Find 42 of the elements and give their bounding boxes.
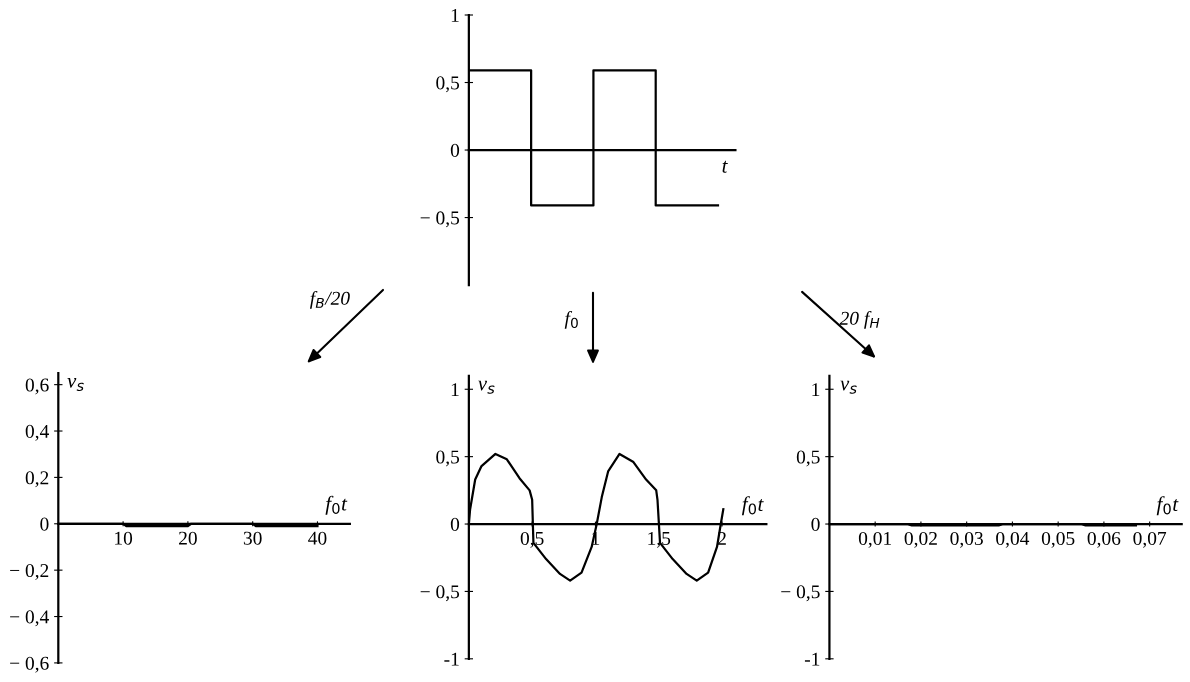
y-tick-label: -1	[804, 652, 820, 666]
y-axis-title: v$_{s}$	[840, 380, 857, 394]
y-tick-label: 0,2	[25, 471, 49, 488]
y-tick-label: 0	[40, 517, 49, 531]
y-tick-label: 0	[811, 517, 820, 531]
y-tick-label: 0,5	[796, 450, 820, 467]
y-tick-label: − 0,2	[10, 563, 49, 580]
y-tick-label: − 0,5	[420, 585, 460, 602]
y-axis-title: v$_{s}$	[67, 377, 84, 392]
x-axis-title: t	[722, 160, 728, 173]
x-axis-title: f$_{0}$t	[325, 495, 348, 515]
y-tick-label: 0,6	[25, 378, 49, 395]
text: 20 f$_{H}$	[839, 310, 880, 329]
y-tick-label: 1	[451, 8, 459, 22]
x-tick-label: 0,06	[1087, 531, 1121, 548]
x-tick-label: 40	[308, 531, 327, 545]
x-tick-label: 0,02	[904, 531, 937, 548]
x-tick-label: 10	[115, 531, 133, 545]
y-tick-label: 0	[450, 143, 460, 157]
x-axis-title: f$_{0}$t	[741, 496, 764, 516]
x-tick-label: 20	[179, 531, 197, 545]
y-tick-label: 0,4	[25, 424, 49, 441]
x-tick-label: 0,04	[996, 531, 1030, 548]
y-tick-label: 0,5	[436, 450, 460, 467]
x-axis-title: f$_{0}$t	[1156, 496, 1179, 516]
x-tick-label: 0,05	[1041, 531, 1075, 548]
y-tick-label: 0	[450, 517, 460, 531]
y-tick-label: 1	[451, 383, 459, 397]
y-axis-title: v$_{s}$	[478, 380, 495, 394]
text: f$_{B}$/20	[310, 290, 350, 309]
x-tick-label: 0,07	[1133, 531, 1167, 548]
y-tick-label: − 0,5	[420, 211, 460, 228]
x-tick-label: 30	[243, 531, 262, 545]
y-tick-label: − 0,4	[10, 610, 49, 627]
y-tick-label: − 0,6	[10, 656, 49, 673]
x-tick-label: 0,03	[950, 531, 983, 548]
text: f$_{0}$	[564, 310, 578, 329]
x-tick-label: 0,01	[858, 531, 892, 548]
y-tick-label: -1	[444, 652, 459, 666]
y-tick-label: 1	[812, 383, 820, 397]
y-tick-label: 0,5	[436, 76, 460, 93]
y-tick-label: − 0,5	[781, 585, 820, 602]
